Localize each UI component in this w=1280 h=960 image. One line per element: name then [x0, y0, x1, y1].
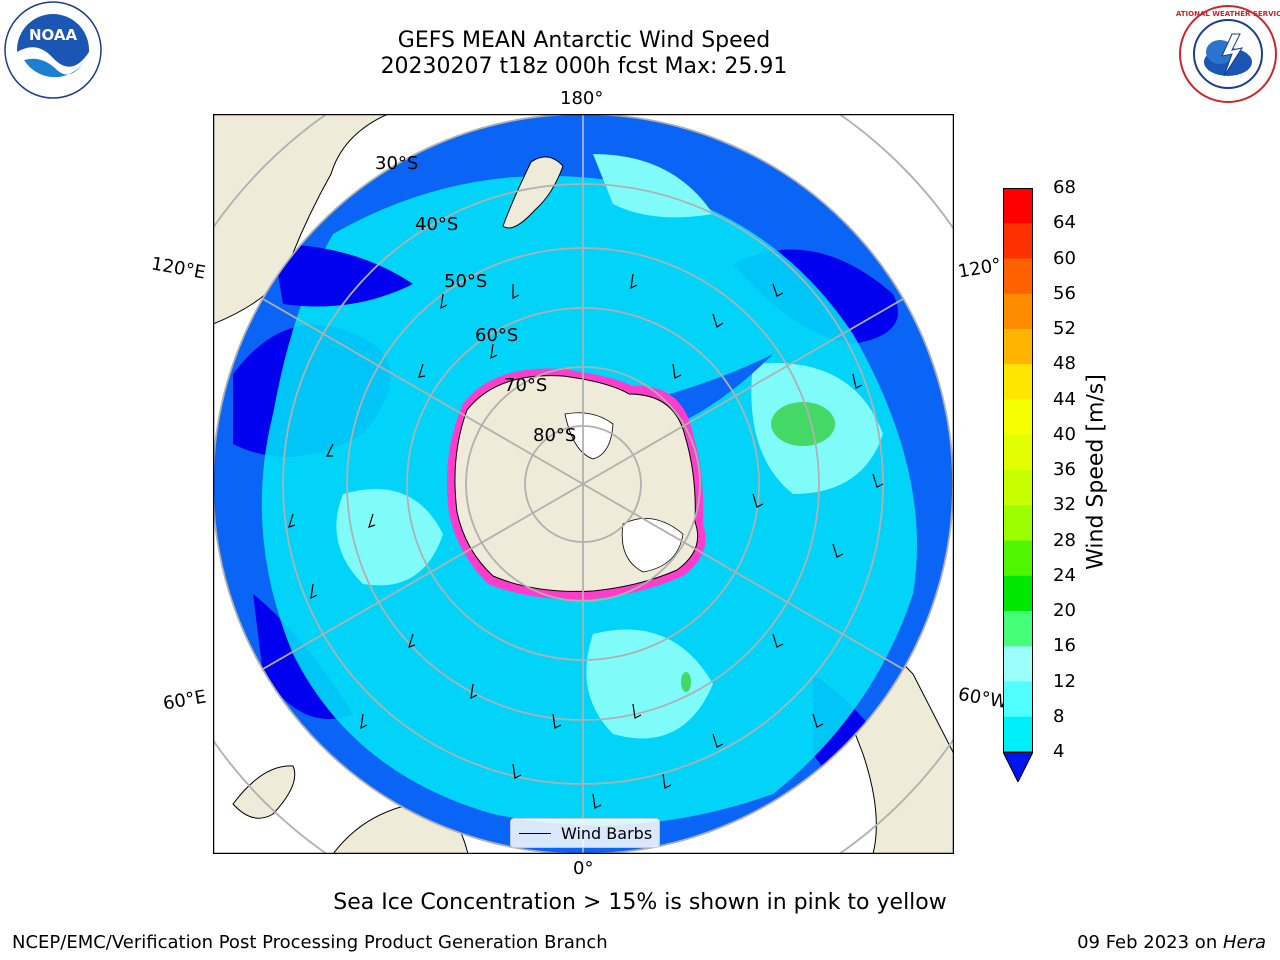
colorbar-segment: [1003, 258, 1033, 295]
lat-label-40s: 40°S: [415, 214, 459, 235]
colorbar-segment: [1003, 223, 1033, 259]
colorbar-tick-label: 4: [1053, 741, 1065, 762]
map-frame: [213, 114, 954, 854]
colorbar-tick-label: 68: [1053, 177, 1076, 198]
new-zealand-land: [502, 156, 564, 229]
colorbar-segment: [1003, 434, 1033, 471]
map-title: GEFS MEAN Antarctic Wind Speed: [397, 28, 771, 53]
lon-label-180: 180°: [560, 88, 604, 109]
nws-logo: NATIONAL WEATHER SERVICE: [1176, 5, 1280, 103]
noaa-logo: NOAA: [4, 1, 102, 99]
colorbar-tick-label: 32: [1053, 494, 1076, 516]
wind-zone-green: [771, 402, 835, 446]
date-stamp: 09 Feb 2023 on Hera: [1077, 932, 1266, 953]
lon-label-120e: 120°E: [149, 253, 208, 284]
wind-barbs: [288, 273, 884, 809]
wind-zone-light-1: [336, 489, 443, 586]
colorbar-segment: [1003, 293, 1033, 330]
lon-label-60w: 60°W: [956, 683, 1010, 714]
colorbar-segment: [1003, 364, 1033, 400]
madagascar-land: [232, 765, 296, 819]
map-subtitle: 20230207 t18z 000h fcst Max: 25.91: [380, 54, 788, 79]
australia-land: [213, 114, 389, 325]
wind-zone-blue-band-2: [273, 244, 413, 307]
colorbar-tick-label: 60: [1053, 247, 1076, 269]
nws-logo-text: NATIONAL WEATHER SERVICE: [1176, 10, 1280, 18]
polar-map: [213, 114, 954, 854]
sea-ice-note: Sea Ice Concentration > 15% is shown in …: [333, 890, 947, 915]
colorbar-tick-label: 8: [1053, 705, 1065, 727]
lat-label-80s: 80°S: [533, 425, 577, 446]
map-legend: Wind Barbs: [510, 818, 660, 848]
colorbar-tick-label: 56: [1053, 282, 1076, 304]
colorbar-tick-label: 28: [1053, 529, 1076, 551]
colorbar-tick-label: 44: [1053, 388, 1076, 410]
legend-label: Wind Barbs: [561, 823, 653, 843]
weddell-ice-shelf: [621, 518, 684, 573]
lat-label-50s: 50°S: [444, 271, 488, 292]
wind-zone-green-small: [681, 672, 691, 692]
svg-text:NOAA: NOAA: [29, 26, 78, 44]
colorbar-label: Wind Speed [m/s]: [1083, 374, 1109, 570]
colorbar-segment: [1003, 646, 1033, 682]
lon-label-0: 0°: [573, 858, 594, 879]
colorbar-segment: [1003, 399, 1033, 436]
colorbar-segment: [1003, 575, 1033, 612]
lat-label-70s: 70°S: [504, 375, 548, 396]
colorbar-extend-triangle: [1003, 751, 1033, 782]
colorbar-segment: [1003, 540, 1033, 577]
colorbar-segment: [1003, 329, 1033, 365]
lat-label-30s: 30°S: [375, 153, 419, 174]
colorbar-tick-label: 64: [1053, 212, 1076, 234]
lon-label-60e: 60°E: [161, 686, 208, 715]
lon-label-120w: 120°: [956, 254, 1003, 283]
colorbar-tick-label: 36: [1053, 459, 1076, 480]
colorbar-tick-label: 16: [1053, 635, 1076, 657]
credit-text: NCEP/EMC/Verification Post Processing Pr…: [12, 932, 608, 953]
colorbar-tick-label: 12: [1053, 670, 1076, 692]
colorbar-segment: [1003, 681, 1033, 718]
colorbar-segment: [1003, 470, 1033, 506]
lat-label-60s: 60°S: [475, 325, 519, 346]
colorbar-tick-label: 20: [1053, 600, 1076, 621]
colorbar-tick-label: 48: [1053, 353, 1076, 375]
colorbar-segment: [1003, 188, 1033, 224]
colorbar-segment: [1003, 716, 1033, 753]
colorbar-tick-label: 24: [1053, 564, 1076, 586]
colorbar-segment: [1003, 505, 1033, 541]
colorbar-segment: [1003, 611, 1033, 647]
wind-barb-legend-line: [519, 832, 551, 834]
colorbar-tick-label: 40: [1053, 423, 1076, 445]
colorbar: [1003, 188, 1033, 782]
colorbar-tick-label: 52: [1053, 318, 1076, 339]
ross-ice-shelf: [564, 412, 614, 460]
